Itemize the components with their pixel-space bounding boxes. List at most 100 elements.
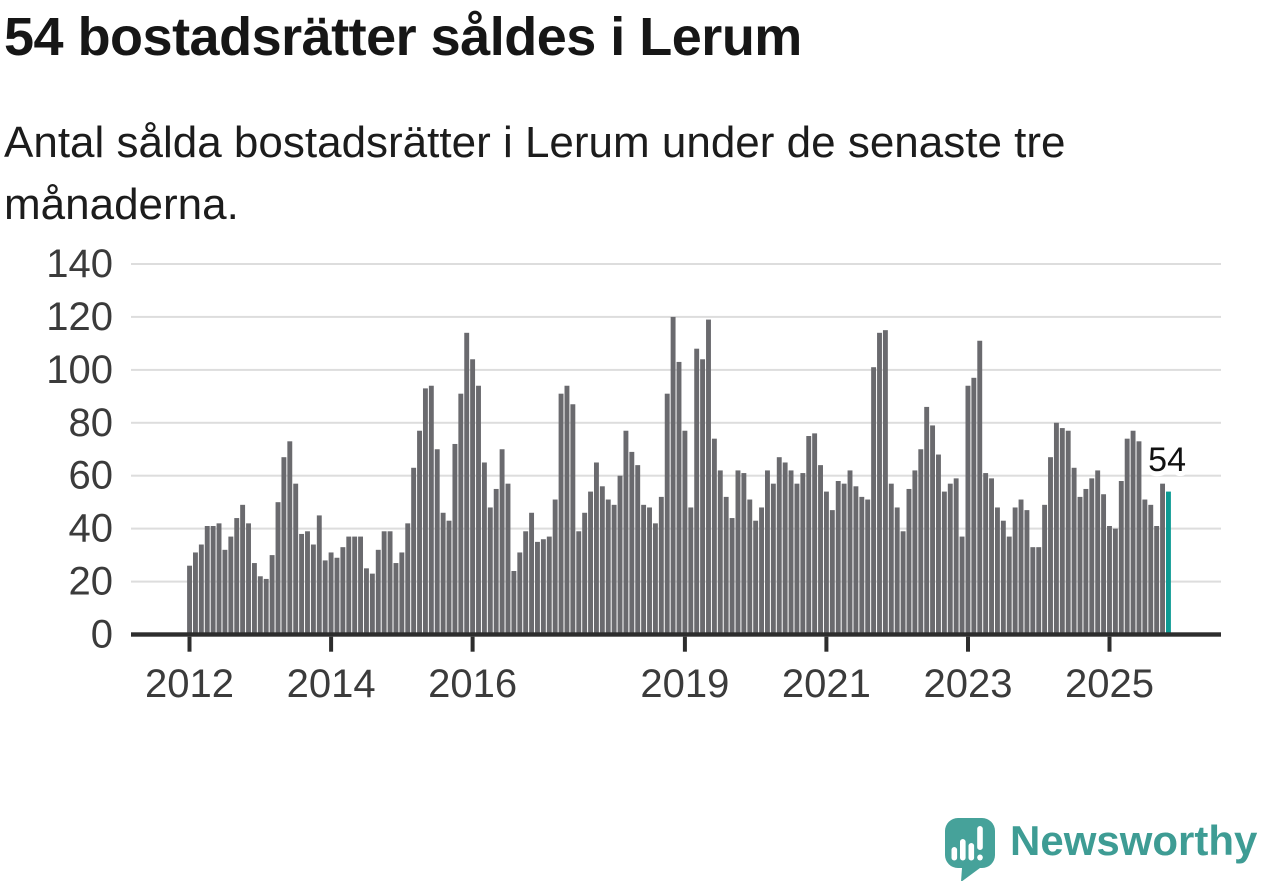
bar bbox=[470, 359, 476, 635]
bar bbox=[977, 340, 983, 635]
bar bbox=[1000, 520, 1006, 635]
bar bbox=[647, 507, 652, 635]
bar bbox=[399, 552, 405, 635]
logo-exclamation-stem bbox=[977, 826, 983, 850]
bar bbox=[629, 451, 635, 635]
x-tick-label-2016: 2016 bbox=[428, 662, 517, 706]
bar bbox=[358, 536, 364, 635]
y-tick-label-80: 80 bbox=[69, 401, 114, 445]
bar bbox=[770, 483, 776, 635]
bar bbox=[1083, 488, 1089, 635]
bar bbox=[924, 406, 930, 635]
bar bbox=[888, 483, 894, 635]
bar bbox=[823, 491, 829, 635]
bar bbox=[877, 332, 882, 635]
x-tick-label-2014: 2014 bbox=[287, 662, 376, 706]
bar bbox=[493, 488, 499, 635]
bar bbox=[1095, 470, 1101, 635]
bar bbox=[481, 462, 487, 635]
bar bbox=[422, 388, 428, 635]
bar bbox=[1142, 499, 1148, 635]
bar bbox=[310, 544, 316, 635]
bar bbox=[688, 507, 694, 635]
bar bbox=[198, 544, 204, 635]
x-tick-2012 bbox=[187, 636, 192, 652]
bar bbox=[1101, 494, 1107, 635]
gridline-40 bbox=[131, 527, 1221, 530]
bar bbox=[1059, 428, 1065, 635]
highlight-value-label: 54 bbox=[1148, 441, 1186, 479]
bar bbox=[275, 502, 281, 635]
bar bbox=[263, 578, 269, 635]
bar bbox=[552, 499, 558, 635]
bar bbox=[818, 465, 823, 635]
gridline-80 bbox=[131, 421, 1221, 424]
bar bbox=[240, 504, 246, 635]
chart-title: 54 bostadsrätter såldes i Lerum bbox=[4, 7, 802, 67]
bar bbox=[535, 541, 540, 635]
bar bbox=[782, 462, 788, 635]
bar bbox=[1030, 547, 1036, 635]
bar bbox=[1089, 478, 1095, 635]
bar bbox=[588, 491, 593, 635]
bar bbox=[676, 361, 682, 635]
bar bbox=[829, 510, 835, 635]
bar bbox=[941, 491, 947, 635]
logo-bubble-icon bbox=[945, 818, 995, 881]
bar bbox=[193, 552, 198, 635]
bar bbox=[682, 430, 688, 635]
bar bbox=[900, 531, 906, 635]
bar bbox=[953, 478, 959, 635]
y-tick-label-0: 0 bbox=[91, 613, 113, 657]
bar bbox=[505, 483, 511, 635]
chart-subtitle: Antal sålda bostadsrätter i Lerum under … bbox=[4, 118, 1066, 229]
bar bbox=[287, 441, 293, 635]
bar bbox=[570, 404, 576, 635]
bar bbox=[476, 385, 481, 635]
bar bbox=[747, 499, 753, 635]
bar bbox=[765, 470, 770, 635]
gridline-20 bbox=[131, 580, 1221, 583]
y-tick-label-120: 120 bbox=[46, 295, 113, 339]
bar bbox=[599, 486, 605, 635]
bar bbox=[729, 518, 735, 635]
bar bbox=[841, 483, 847, 635]
bar bbox=[652, 523, 658, 635]
bar bbox=[1006, 536, 1012, 635]
bar bbox=[635, 465, 641, 635]
bar bbox=[700, 359, 706, 635]
bar bbox=[706, 319, 711, 635]
x-tick-2025 bbox=[1107, 636, 1112, 652]
bar bbox=[989, 478, 994, 635]
bar bbox=[582, 512, 588, 635]
y-tick-label-100: 100 bbox=[46, 348, 113, 392]
bar bbox=[759, 507, 765, 635]
bar bbox=[623, 430, 629, 635]
bar bbox=[452, 443, 458, 635]
bar bbox=[393, 563, 399, 635]
bar bbox=[299, 533, 305, 635]
bar bbox=[517, 552, 523, 635]
bar bbox=[1071, 467, 1077, 635]
bar bbox=[930, 425, 936, 635]
x-axis-line bbox=[131, 632, 1221, 637]
bar bbox=[1077, 496, 1083, 635]
bar bbox=[322, 560, 328, 635]
bar bbox=[593, 462, 599, 635]
newsworthy-logo: Newsworthy bbox=[945, 817, 1258, 881]
gridline-60 bbox=[131, 474, 1221, 477]
bar bbox=[605, 499, 611, 635]
bar bbox=[499, 449, 505, 635]
bar bbox=[794, 483, 800, 635]
bar bbox=[387, 531, 393, 635]
bar bbox=[364, 568, 369, 635]
bar bbox=[1036, 547, 1042, 635]
x-tick-label-2023: 2023 bbox=[924, 662, 1013, 706]
bar bbox=[1136, 441, 1142, 635]
x-tick-2021 bbox=[824, 636, 829, 652]
bar bbox=[1018, 499, 1024, 635]
bar bbox=[871, 367, 877, 635]
bar bbox=[1148, 504, 1154, 635]
bar bbox=[1042, 504, 1048, 635]
